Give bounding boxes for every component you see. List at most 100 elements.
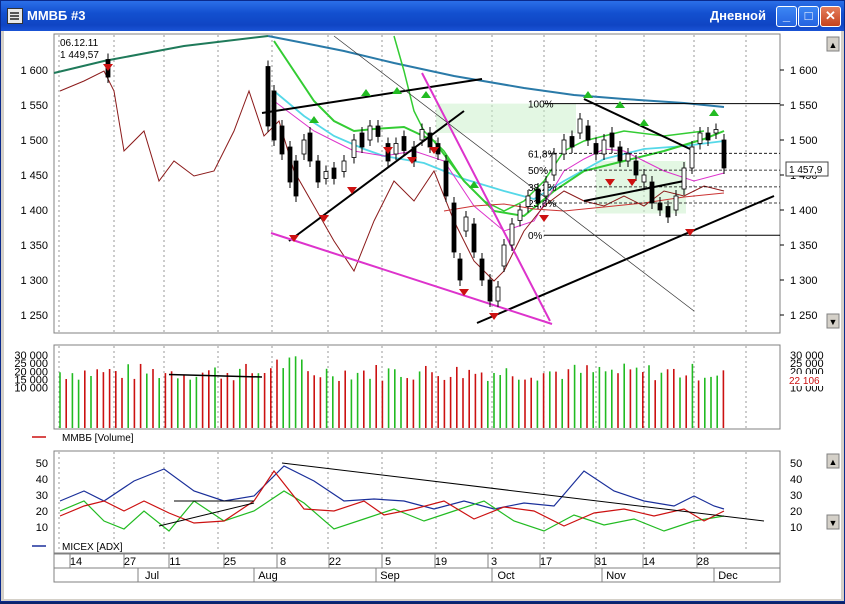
candle-down[interactable] <box>705 132 711 141</box>
sell-signal-arrow-icon <box>319 215 329 222</box>
price-scroll-up-button[interactable]: ▲ <box>826 36 840 52</box>
chart-canvas[interactable]: ▲ ▼ ▲ ▼ 14 27 11 25 8 22 5 19 3 17 31 14 28 Jul Aug Sep… <box>4 31 841 599</box>
buy-signal-arrow-icon <box>709 109 719 116</box>
maximize-button[interactable]: □ <box>798 6 819 27</box>
price-scroll-down-button[interactable]: ▼ <box>826 313 840 329</box>
candle-down[interactable] <box>375 125 381 137</box>
adx-trend-line[interactable] <box>158 502 255 527</box>
minimize-button[interactable]: _ <box>776 6 797 27</box>
candle-up[interactable] <box>625 153 631 162</box>
trend-line[interactable] <box>421 72 551 322</box>
candle-down[interactable] <box>609 132 615 148</box>
volume-panel[interactable] <box>53 344 781 430</box>
price-close-line <box>59 70 725 282</box>
adx-panel[interactable] <box>53 450 781 554</box>
candle-down[interactable] <box>287 146 293 183</box>
date-month-label: Dec <box>718 570 738 582</box>
candle-down[interactable] <box>427 132 433 148</box>
adx-trend-line[interactable] <box>281 462 765 522</box>
scroll-down-arrow-icon: ▼ <box>829 317 838 327</box>
candle-down[interactable] <box>617 146 623 162</box>
candle-up[interactable] <box>323 171 329 179</box>
trend-line[interactable] <box>270 232 553 325</box>
candle-down[interactable] <box>479 258 485 281</box>
volume-last-box <box>786 374 826 386</box>
date-day-label: 17 <box>540 556 552 568</box>
date-day-label: 14 <box>643 556 655 568</box>
date-month-label: Aug <box>258 570 278 582</box>
candle-up[interactable] <box>543 181 549 197</box>
volume-legend: ММВБ [Volume] <box>62 433 134 444</box>
candle-down[interactable] <box>401 136 407 151</box>
candle-up[interactable] <box>463 216 469 232</box>
candle-down[interactable] <box>665 206 671 218</box>
price-y-tick-left: 1 400 <box>20 205 48 217</box>
close-button[interactable]: ✕ <box>820 6 841 27</box>
candle-down[interactable] <box>265 66 271 127</box>
candle-up[interactable] <box>509 223 515 246</box>
candle-down[interactable] <box>457 258 463 281</box>
candle-up[interactable] <box>681 167 687 190</box>
candle-up[interactable] <box>525 195 531 207</box>
candle-up[interactable] <box>367 125 373 141</box>
sell-signal-arrow-icon <box>459 289 469 296</box>
candle-up[interactable] <box>641 174 647 183</box>
trend-line[interactable] <box>288 110 465 242</box>
candle-down[interactable] <box>443 160 449 197</box>
candle-up[interactable] <box>393 143 399 155</box>
adx-y-tick-left: 20 <box>36 506 48 518</box>
price-y-tick-left: 1 250 <box>20 310 48 322</box>
candle-down[interactable] <box>293 160 299 197</box>
trend-line[interactable] <box>333 35 695 312</box>
trend-line[interactable] <box>583 180 685 202</box>
candle-up[interactable] <box>673 195 679 211</box>
candle-down[interactable] <box>279 125 285 155</box>
title-bar[interactable]: ММВБ #3 Дневной _ □ ✕ <box>1 1 844 31</box>
date-day-label: 27 <box>124 556 136 568</box>
date-month-label: Jul <box>145 570 159 582</box>
date-day-label: 5 <box>385 556 391 568</box>
chart-app-icon[interactable] <box>7 8 23 24</box>
date-month-label: Sep <box>380 570 400 582</box>
candle-down[interactable] <box>315 160 321 183</box>
candle-up[interactable] <box>601 139 607 155</box>
price-y-tick-left: 1 350 <box>20 240 48 252</box>
candle-up[interactable] <box>697 132 703 144</box>
adx-scroll-up-button[interactable]: ▲ <box>826 453 840 469</box>
candle-down[interactable] <box>569 136 575 148</box>
candle-up[interactable] <box>561 139 567 155</box>
adx-scroll-down-button[interactable]: ▼ <box>826 514 840 530</box>
candle-up[interactable] <box>501 244 507 267</box>
candle-down[interactable] <box>271 90 277 141</box>
trend-line[interactable] <box>261 78 483 114</box>
candle-down[interactable] <box>359 132 365 148</box>
candle-down[interactable] <box>471 223 477 253</box>
candle-up[interactable] <box>577 118 583 134</box>
candle-up[interactable] <box>495 286 501 302</box>
candle-up[interactable] <box>301 139 307 155</box>
candle-down[interactable] <box>593 143 599 155</box>
candle-up[interactable] <box>341 160 347 172</box>
candle-up[interactable] <box>689 146 695 169</box>
candle-up[interactable] <box>419 129 425 141</box>
candle-down[interactable] <box>487 279 493 302</box>
candle-up[interactable] <box>351 139 357 158</box>
candle-down[interactable] <box>657 202 663 211</box>
candle-down[interactable] <box>585 125 591 141</box>
candle-down[interactable] <box>633 160 639 176</box>
candle-up[interactable] <box>713 129 719 134</box>
candle-down[interactable] <box>307 132 313 162</box>
candle-down[interactable] <box>649 181 655 204</box>
trend-line[interactable] <box>583 98 691 150</box>
adx-y-tick-right: 40 <box>790 474 802 486</box>
candle-up[interactable] <box>551 153 557 176</box>
candle-down[interactable] <box>721 139 727 169</box>
candle-down[interactable] <box>451 202 457 253</box>
price-y-tick-left: 1 550 <box>20 100 48 112</box>
volume-trend-line[interactable] <box>168 373 263 378</box>
candle-down[interactable] <box>331 167 337 179</box>
candle-down[interactable] <box>535 188 541 204</box>
candle-up[interactable] <box>517 209 523 221</box>
trend-line[interactable] <box>476 195 775 324</box>
sell-signal-arrow-icon <box>489 313 499 320</box>
